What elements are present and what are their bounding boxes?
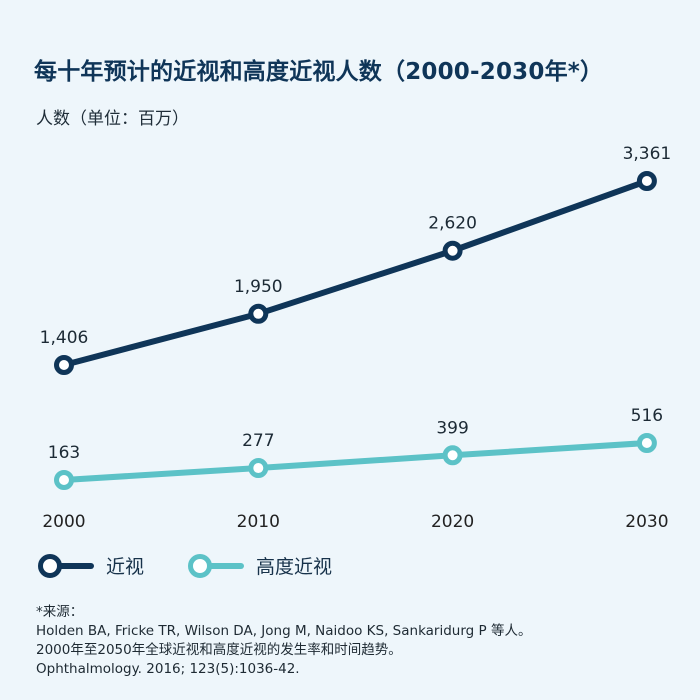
line-chart: 1,406 1,950 2,620 3,361 163 277 399 516 2000 2010… — [40, 144, 672, 532]
x-tick-label-2030: 2030 — [625, 512, 668, 532]
data-label-high-myopia-2000: 163 — [48, 443, 80, 463]
chart-title: 每十年预计的近视和高度近视人数（2000-2030年*） — [34, 59, 604, 85]
data-label-myopia-2010: 1,950 — [234, 277, 283, 297]
legend-label-myopia: 近视 — [106, 556, 145, 578]
y-axis-unit-label: 人数（单位：百万） — [36, 109, 189, 129]
data-point-myopia-2020 — [442, 240, 463, 261]
data-label-myopia-2000: 1,406 — [40, 328, 89, 348]
x-tick-label-2000: 2000 — [42, 512, 85, 532]
data-point-myopia-2010 — [248, 303, 269, 324]
legend-item-myopia: 近视 — [38, 552, 144, 579]
x-tick-label-2020: 2020 — [431, 512, 474, 532]
data-label-high-myopia-2020: 399 — [436, 418, 468, 438]
data-point-myopia-2000 — [54, 355, 74, 375]
legend-item-high-myopia: 高度近视 — [188, 552, 332, 579]
data-label-myopia-2020: 2,620 — [428, 214, 477, 234]
legend-swatch-myopia — [38, 553, 94, 578]
x-tick-label-2010: 2010 — [237, 512, 280, 532]
data-label-high-myopia-2030: 516 — [631, 406, 663, 426]
chart-legend: 近视 高度近视 — [38, 552, 376, 579]
source-citation: *来源： Holden BA, Fricke TR, Wilson DA, Jo… — [36, 603, 531, 679]
data-point-myopia-2030 — [636, 171, 657, 191]
source-line-3: Ophthalmology. 2016; 123(5):1036-42. — [36, 661, 300, 677]
legend-swatch-high-myopia — [188, 553, 245, 578]
source-line-2: 2000年至2050年全球近视和高度近视的发生率和时间趋势。 — [36, 642, 402, 658]
series-line-myopia — [61, 178, 650, 368]
data-point-high-myopia-2000 — [54, 470, 74, 490]
data-point-high-myopia-2030 — [636, 433, 657, 453]
data-label-myopia-2030: 3,361 — [623, 144, 672, 164]
data-point-high-myopia-2010 — [248, 458, 269, 479]
series-line-high-myopia — [61, 440, 650, 483]
data-point-high-myopia-2020 — [442, 445, 463, 466]
legend-label-high-myopia: 高度近视 — [256, 556, 333, 578]
source-line-1: Holden BA, Fricke TR, Wilson DA, Jong M,… — [36, 623, 532, 639]
data-label-high-myopia-2010: 277 — [242, 431, 274, 451]
source-heading: *来源： — [36, 604, 84, 620]
